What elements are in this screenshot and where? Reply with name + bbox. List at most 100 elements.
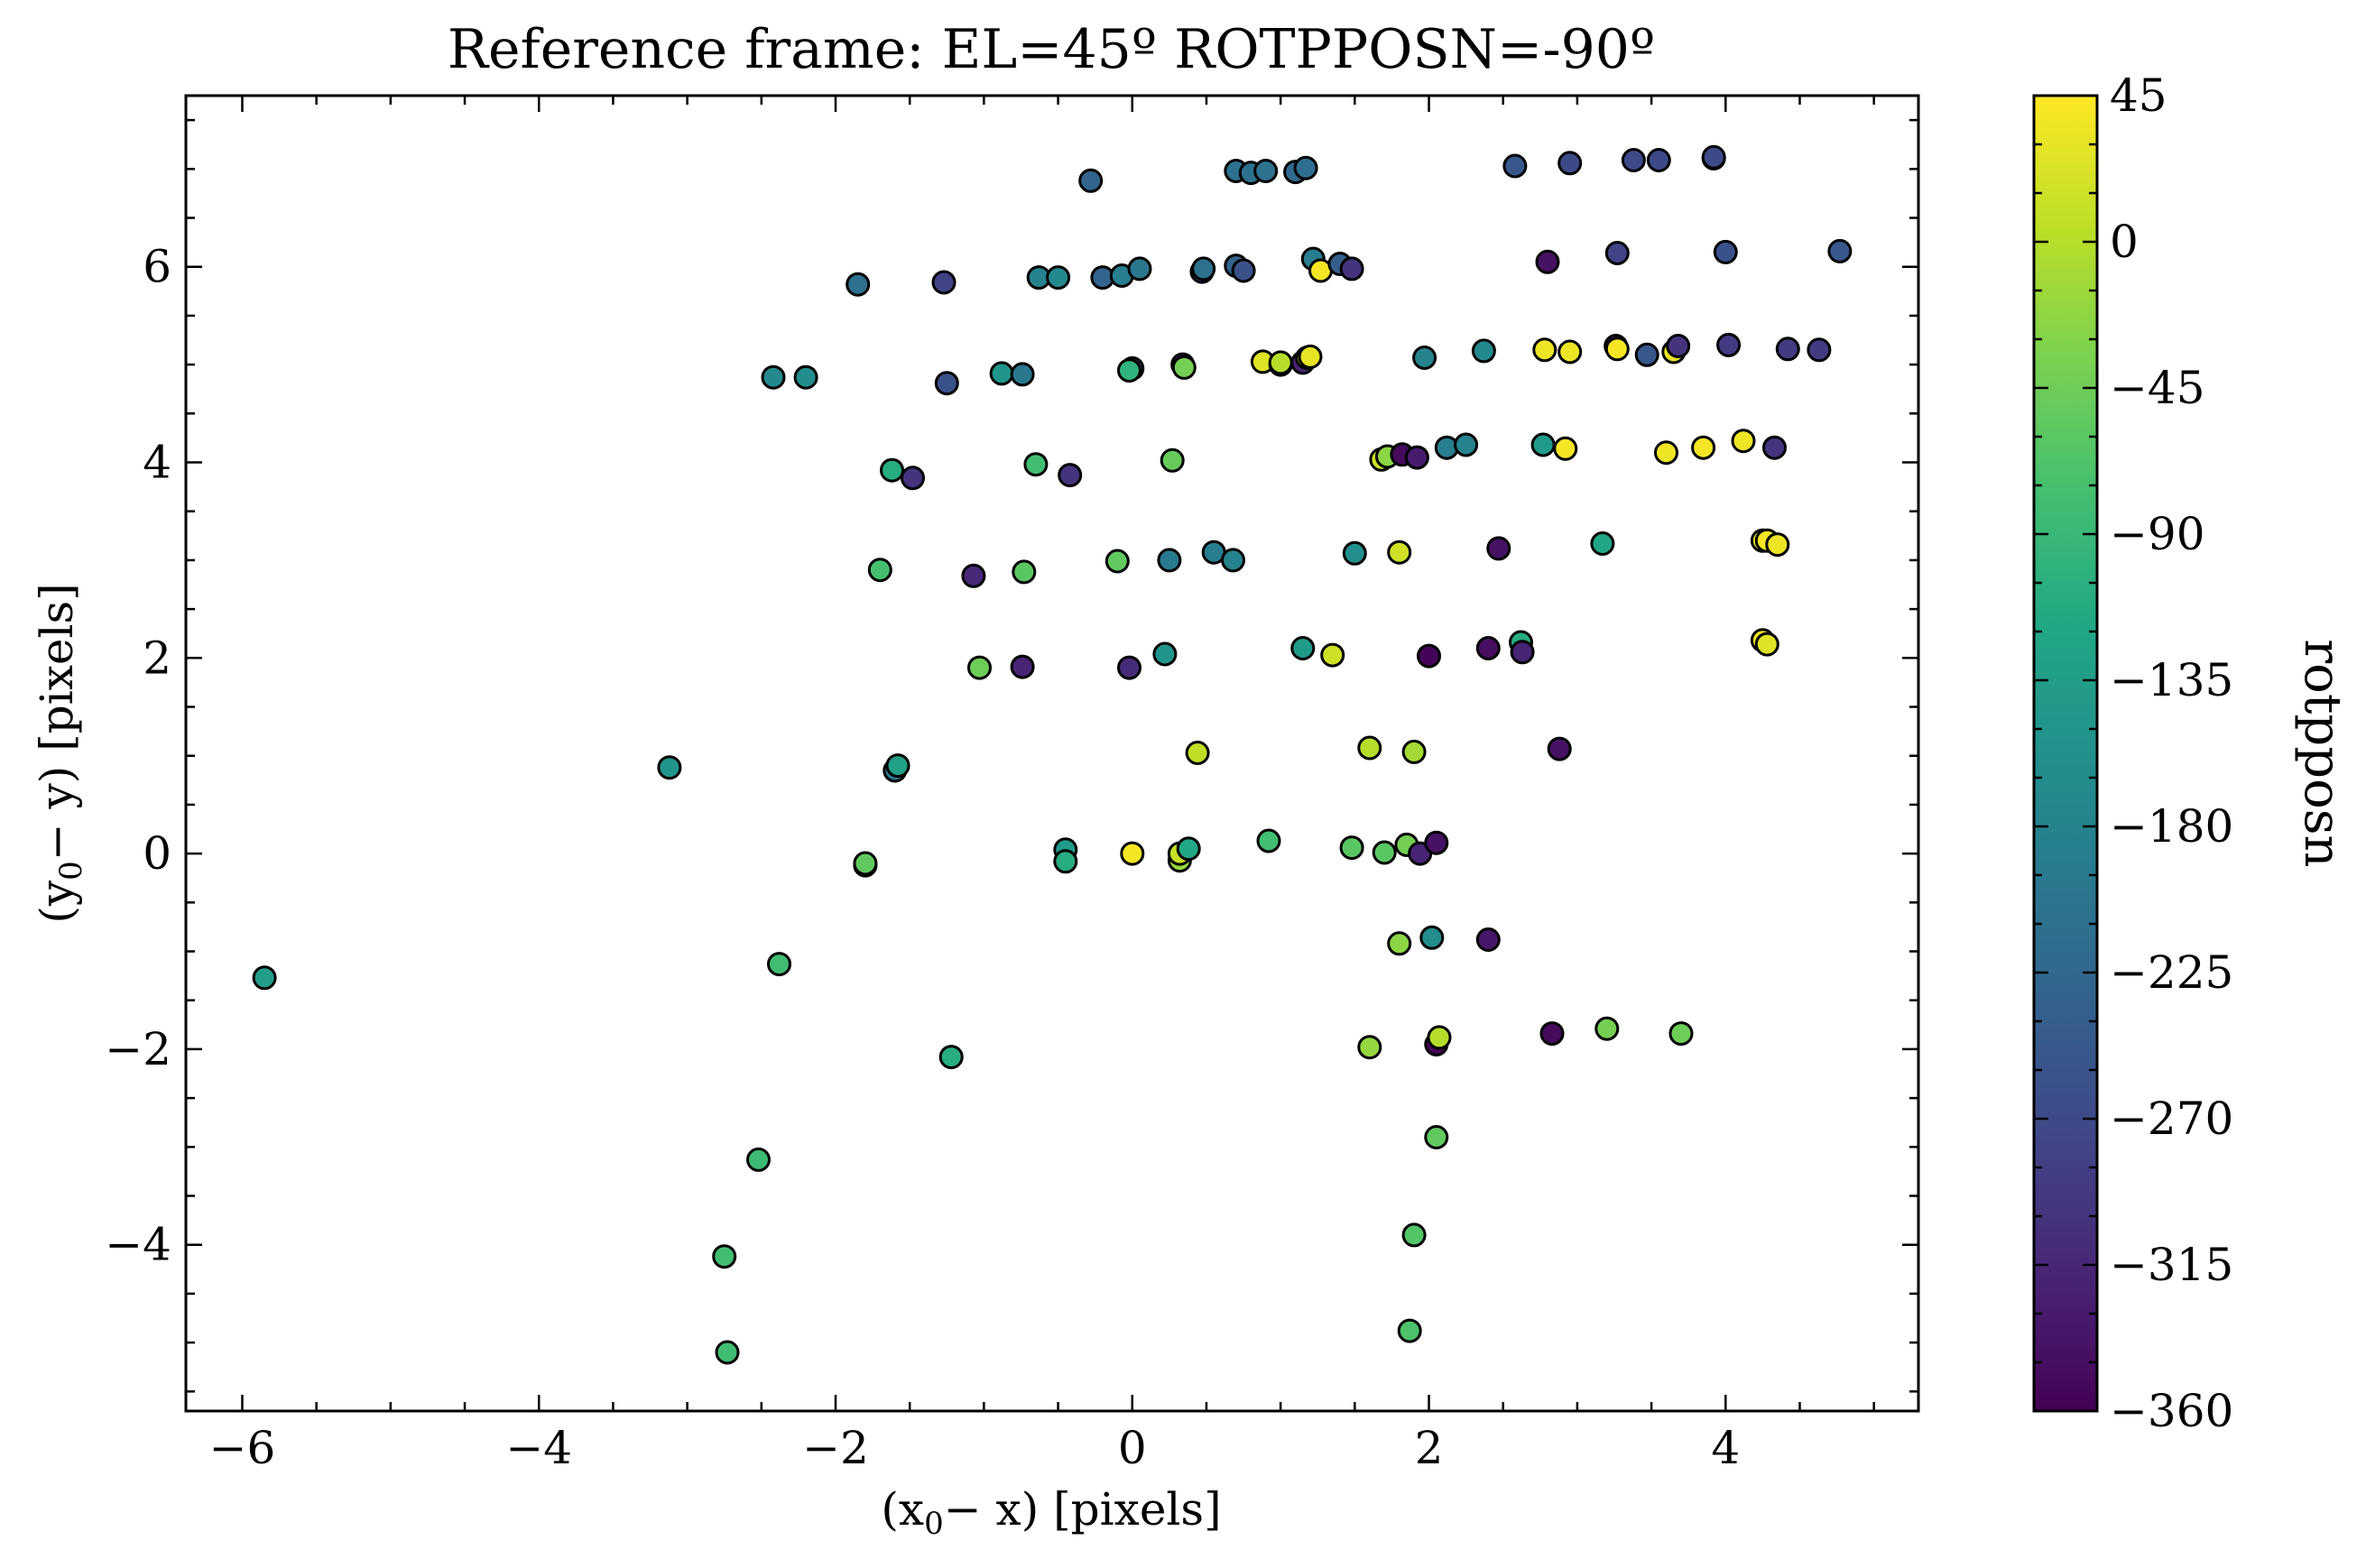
data-point (712, 1244, 737, 1269)
data-point (1152, 641, 1178, 667)
data-point (1419, 925, 1445, 950)
data-point (1320, 642, 1345, 668)
data-point (1646, 148, 1671, 172)
data-point (901, 466, 925, 491)
data-point (1775, 337, 1800, 362)
data-point (1290, 636, 1316, 660)
data-point (885, 753, 910, 779)
data-point (934, 371, 959, 396)
data-point (1427, 1025, 1452, 1050)
colorbar-tick-label: −45 (2110, 362, 2205, 414)
data-point (715, 1340, 740, 1365)
data-point (846, 272, 871, 297)
y-axis-label-pre: (y (31, 880, 83, 924)
data-point (1221, 548, 1245, 573)
data-point (938, 1045, 964, 1070)
data-point (252, 965, 277, 991)
x-axis-label-post: − x) [pixels] (944, 1483, 1222, 1536)
data-point (1157, 548, 1182, 573)
data-point (1716, 332, 1742, 357)
data-point (1342, 540, 1367, 566)
data-point (1231, 258, 1256, 283)
data-point (1339, 256, 1364, 281)
colorbar (2032, 94, 2099, 1413)
colorbar-tick-label: −270 (2110, 1093, 2233, 1145)
colorbar-tick-label: −315 (2110, 1239, 2233, 1291)
data-point (1590, 531, 1615, 556)
data-point (1117, 655, 1141, 680)
data-point (931, 270, 957, 295)
data-point (1357, 735, 1382, 761)
data-point (1401, 739, 1427, 764)
data-point (1502, 153, 1528, 179)
y-tick-label: 2 (143, 632, 171, 684)
x-tick-label: 0 (1118, 1422, 1147, 1474)
data-point (1171, 355, 1197, 380)
y-axis-label-sub: 0 (53, 861, 89, 881)
data-point (1594, 1016, 1620, 1041)
data-point (1765, 532, 1790, 558)
data-point (1604, 337, 1630, 362)
data-point (1530, 432, 1556, 457)
data-point (1023, 452, 1049, 477)
data-point (746, 1147, 771, 1172)
data-point (1539, 1021, 1565, 1047)
colorbar-ticks: 45 0 −45 −90 −135 −180 −225 −270 −315 −360 (2034, 69, 2233, 1437)
x-tick-label: −4 (505, 1422, 572, 1474)
data-point (1253, 159, 1279, 183)
colorbar-tick-label: −180 (2110, 800, 2233, 853)
data-point (867, 558, 892, 583)
data-point (1557, 151, 1583, 176)
data-point (1012, 559, 1037, 585)
y-axis-ticks: −4 −2 0 2 4 6 (105, 118, 1918, 1393)
x-axis-label: (x0− x) [pixels] (881, 1483, 1221, 1542)
data-point (853, 851, 878, 876)
y-axis-label: (y0− y) [pixels] (31, 583, 89, 923)
y-tick-label: 4 (143, 437, 171, 489)
x-tick-label: 2 (1415, 1422, 1444, 1474)
data-point (1256, 828, 1281, 853)
data-point (1754, 632, 1779, 657)
data-point (1078, 168, 1104, 193)
data-point (1510, 640, 1535, 665)
data-point (1535, 249, 1560, 274)
data-point (1604, 241, 1630, 265)
data-point (1486, 536, 1511, 561)
data-point (1357, 1035, 1382, 1060)
x-axis-ticks: −6 −4 −2 0 2 4 (209, 96, 1875, 1474)
data-point (1412, 346, 1437, 370)
data-point (767, 952, 791, 977)
data-point (1713, 239, 1738, 264)
data-point (1176, 836, 1201, 862)
data-point (1010, 654, 1035, 679)
data-point (1120, 841, 1145, 866)
data-point (1762, 435, 1787, 460)
data-point (1387, 540, 1412, 565)
data-point (1127, 256, 1152, 281)
x-tick-label: −2 (802, 1422, 869, 1474)
data-point (1268, 350, 1293, 375)
y-axis-label-post: − y) [pixels] (31, 583, 83, 861)
x-axis-label-sub: 0 (924, 1506, 944, 1542)
x-tick-label: 4 (1711, 1422, 1740, 1474)
colorbar-tick-label: −135 (2110, 654, 2233, 706)
plot-points (252, 144, 1853, 1365)
plot-frame (184, 94, 1920, 1413)
y-tick-label: 6 (143, 241, 171, 293)
data-point (1668, 1021, 1694, 1047)
y-tick-label: −2 (105, 1023, 171, 1075)
data-point (961, 563, 986, 588)
data-point (657, 755, 682, 780)
data-point (1404, 445, 1429, 470)
data-point (1424, 830, 1449, 855)
colorbar-tick-label: −90 (2110, 508, 2205, 560)
data-point (1557, 339, 1583, 364)
data-point (1454, 432, 1479, 457)
data-point (1293, 155, 1318, 180)
y-tick-label: −4 (105, 1219, 171, 1271)
data-point (1339, 835, 1364, 861)
colorbar-label: rotpposn (2293, 639, 2352, 867)
data-point (1547, 736, 1572, 761)
